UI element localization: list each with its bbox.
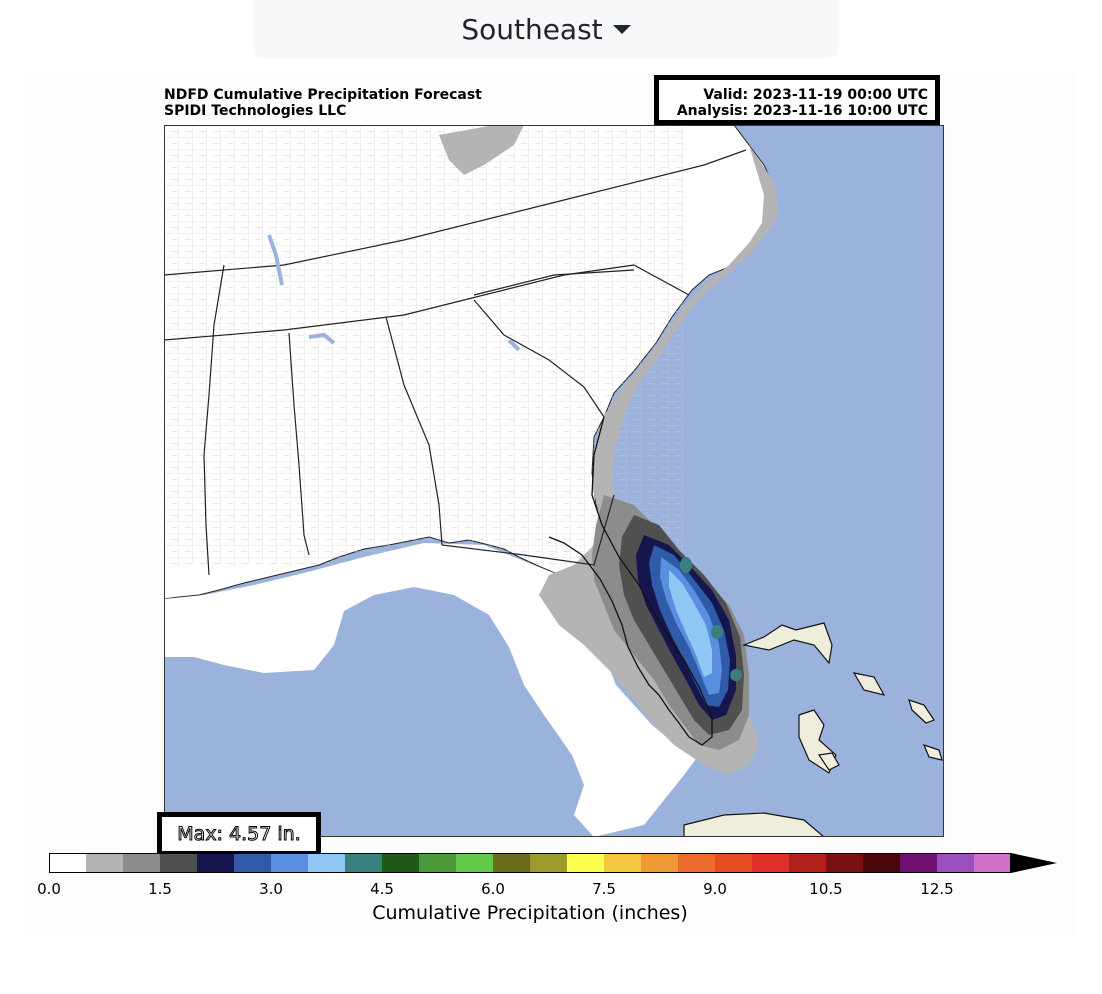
colorbar-tick-label: 3.0 xyxy=(259,880,283,898)
fl-precip-teal-2 xyxy=(711,625,723,639)
florida-coast xyxy=(548,416,713,746)
caret-down-icon xyxy=(612,24,631,34)
colorbar-swatch xyxy=(493,853,530,873)
colorbar-tick-label: 7.5 xyxy=(592,880,616,898)
colorbar-tick-label: 12.5 xyxy=(920,880,954,898)
colorbar-swatch xyxy=(49,853,86,873)
lake-marion xyxy=(507,338,521,352)
colorbar-tick-label: 9.0 xyxy=(703,880,727,898)
colorbar xyxy=(49,853,1057,873)
colorbar-tick-label: 10.5 xyxy=(809,880,843,898)
colorbar-swatch xyxy=(456,853,493,873)
colorbar-tick-label: 1.5 xyxy=(148,880,172,898)
colorbar-swatch xyxy=(789,853,826,873)
colorbar-swatch xyxy=(86,853,123,873)
colorbar-swatch xyxy=(345,853,382,873)
colorbar-swatch xyxy=(271,853,308,873)
region-dropdown-label: Southeast xyxy=(461,12,603,46)
figure-title-block: NDFD Cumulative Precipitation Forecast S… xyxy=(164,87,482,119)
figure-org: SPIDI Technologies LLC xyxy=(164,103,347,119)
atlantic-precip-halo-gray xyxy=(539,145,778,775)
colorbar-tick-label: 4.5 xyxy=(370,880,394,898)
max-value-label: Max: 4.57 in. xyxy=(177,823,301,846)
colorbar-swatch xyxy=(826,853,863,873)
colorbar-swatch xyxy=(234,853,271,873)
colorbar-border xyxy=(49,853,1011,873)
colorbar-swatch xyxy=(419,853,456,873)
colorbar-extend-arrow xyxy=(1011,853,1057,873)
colorbar-swatch xyxy=(715,853,752,873)
state-boundaries xyxy=(164,149,747,576)
colorbar-tick-label: 6.0 xyxy=(481,880,505,898)
colorbar-swatch xyxy=(678,853,715,873)
colorbar-swatch xyxy=(197,853,234,873)
fl-precip-teal-1 xyxy=(680,557,692,573)
bahamas xyxy=(683,622,943,837)
forecast-figure: NDFD Cumulative Precipitation Forecast S… xyxy=(24,72,1078,937)
colorbar-swatch xyxy=(382,853,419,873)
colorbar-swatch xyxy=(752,853,789,873)
colorbar-swatch xyxy=(641,853,678,873)
lake-guntersville xyxy=(308,332,336,345)
region-dropdown[interactable]: Southeast xyxy=(254,0,838,58)
colorbar-swatch xyxy=(530,853,567,873)
colorbar-swatch xyxy=(900,853,937,873)
colorbar-swatch xyxy=(974,853,1011,873)
colorbar-title: Cumulative Precipitation (inches) xyxy=(372,902,688,924)
colorbar-swatch xyxy=(937,853,974,873)
colorbar-swatch xyxy=(308,853,345,873)
precipitation-map xyxy=(164,125,944,837)
inland-gray-north xyxy=(439,125,524,175)
colorbar-ticks: 0.0 1.5 3.0 4.5 6.0 7.5 9.0 10.5 12.5 xyxy=(24,880,1078,900)
colorbar-tick-label: 0.0 xyxy=(37,880,61,898)
max-value-box: Max: 4.57 in. xyxy=(157,812,321,856)
figure-title: NDFD Cumulative Precipitation Forecast xyxy=(164,87,482,103)
colorbar-swatch xyxy=(123,853,160,873)
tennessee-river xyxy=(267,234,284,286)
valid-time-box: Valid: 2023-11-19 00:00 UTC Analysis: 20… xyxy=(654,75,940,125)
analysis-time: Analysis: 2023-11-16 10:00 UTC xyxy=(676,103,928,119)
colorbar-swatch xyxy=(604,853,641,873)
fl-precip-teal-3 xyxy=(730,669,742,681)
colorbar-swatch xyxy=(567,853,604,873)
colorbar-swatch xyxy=(160,853,197,873)
fl-precip-light-blue xyxy=(669,570,712,677)
colorbar-swatch xyxy=(863,853,900,873)
valid-time: Valid: 2023-11-19 00:00 UTC xyxy=(703,87,928,103)
